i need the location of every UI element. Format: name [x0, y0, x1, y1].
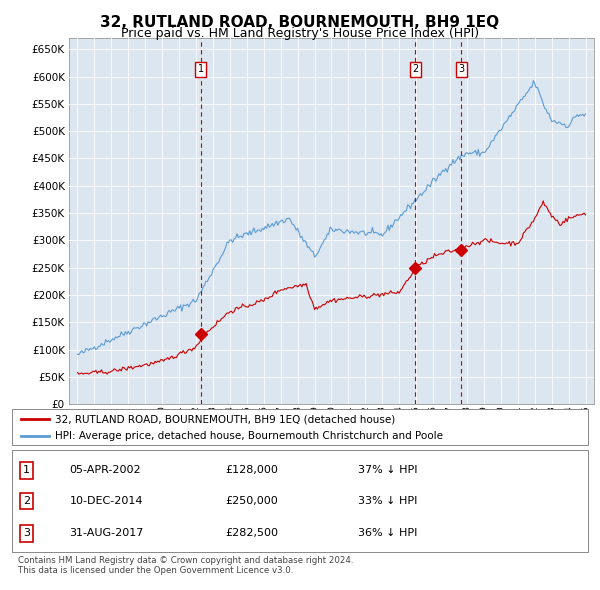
Text: 10-DEC-2014: 10-DEC-2014 [70, 496, 143, 506]
Text: This data is licensed under the Open Government Licence v3.0.: This data is licensed under the Open Gov… [18, 566, 293, 575]
Text: £282,500: £282,500 [225, 529, 278, 539]
Text: 05-APR-2002: 05-APR-2002 [70, 466, 141, 476]
Text: 36% ↓ HPI: 36% ↓ HPI [358, 529, 417, 539]
Text: 2: 2 [412, 64, 418, 74]
Text: 2: 2 [23, 496, 30, 506]
Text: 37% ↓ HPI: 37% ↓ HPI [358, 466, 417, 476]
Text: 3: 3 [23, 529, 30, 539]
Text: 31-AUG-2017: 31-AUG-2017 [70, 529, 144, 539]
Text: HPI: Average price, detached house, Bournemouth Christchurch and Poole: HPI: Average price, detached house, Bour… [55, 431, 443, 441]
Text: Contains HM Land Registry data © Crown copyright and database right 2024.: Contains HM Land Registry data © Crown c… [18, 556, 353, 565]
Text: 33% ↓ HPI: 33% ↓ HPI [358, 496, 417, 506]
Text: £250,000: £250,000 [225, 496, 278, 506]
Text: 1: 1 [197, 64, 203, 74]
Text: 3: 3 [458, 64, 464, 74]
Text: 1: 1 [23, 466, 30, 476]
Text: 32, RUTLAND ROAD, BOURNEMOUTH, BH9 1EQ (detached house): 32, RUTLAND ROAD, BOURNEMOUTH, BH9 1EQ (… [55, 414, 395, 424]
Text: 32, RUTLAND ROAD, BOURNEMOUTH, BH9 1EQ: 32, RUTLAND ROAD, BOURNEMOUTH, BH9 1EQ [100, 15, 500, 30]
Text: Price paid vs. HM Land Registry's House Price Index (HPI): Price paid vs. HM Land Registry's House … [121, 27, 479, 40]
Text: £128,000: £128,000 [225, 466, 278, 476]
